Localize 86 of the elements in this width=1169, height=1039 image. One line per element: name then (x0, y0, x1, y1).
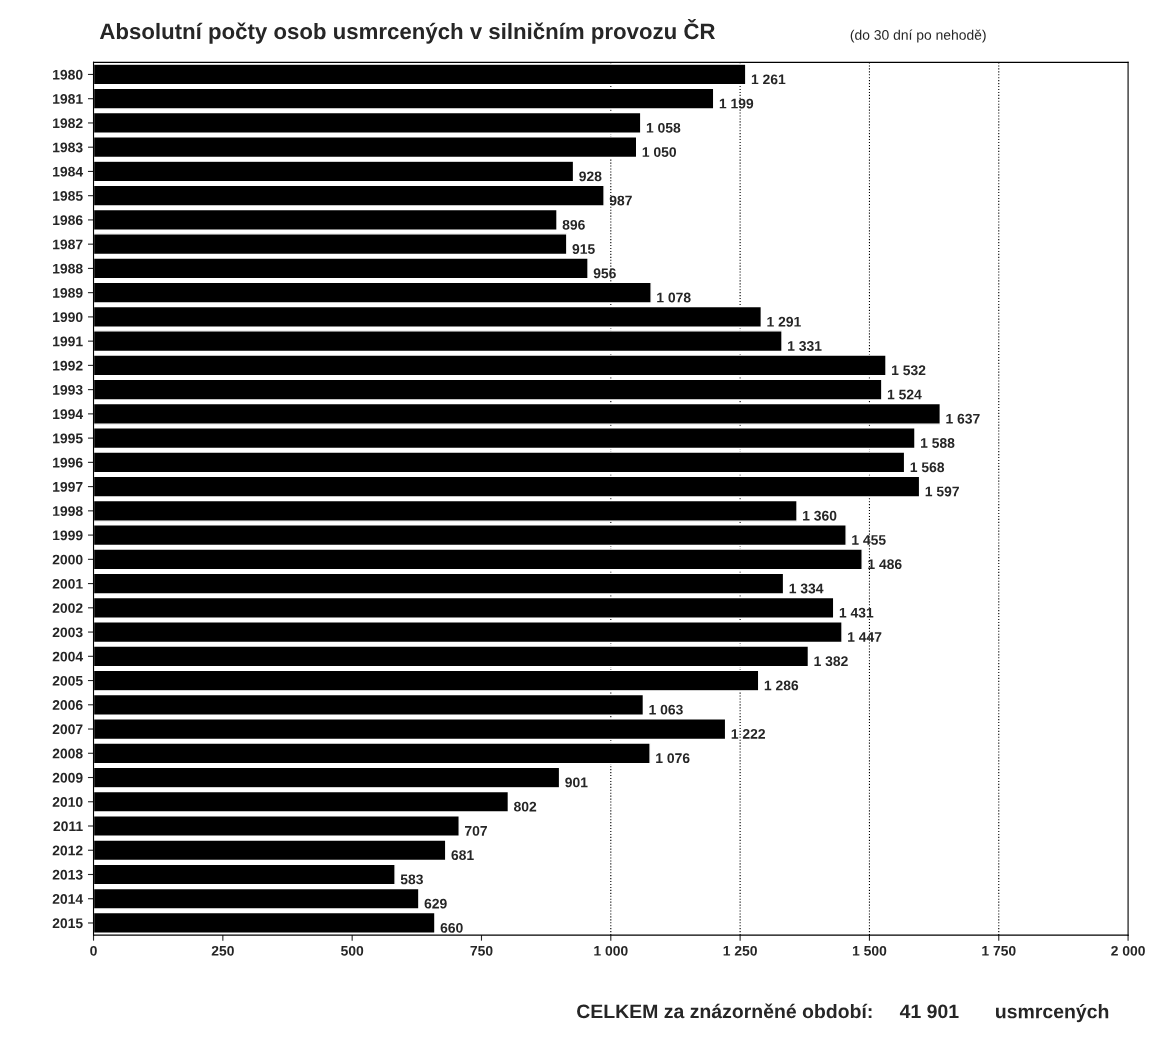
data-label: 1 222 (731, 728, 766, 739)
data-label: 1 455 (852, 535, 886, 545)
data-label: 956 (593, 268, 616, 279)
data-label: 915 (572, 244, 595, 254)
x-tick-label: 2 000 (1111, 945, 1145, 956)
y-tick-label: 1993 (53, 384, 83, 395)
y-tick-label: 1988 (53, 263, 83, 274)
y-tick-label: 1992 (53, 360, 83, 371)
data-label: 1 334 (789, 583, 824, 594)
data-label: 681 (451, 850, 474, 861)
y-tick-label: 1989 (53, 287, 83, 298)
data-label: 1 532 (892, 365, 926, 376)
y-tick-label: 1986 (53, 215, 83, 226)
y-tick-label: 1982 (53, 118, 83, 129)
y-tick-label: 2001 (52, 578, 83, 589)
y-tick-label: 2006 (52, 700, 83, 710)
y-tick-label: 2013 (52, 869, 83, 880)
y-tick-label: 2005 (52, 675, 83, 686)
data-label: 802 (513, 801, 537, 812)
y-tick-label: 1981 (53, 94, 83, 104)
y-tick-label: 1998 (53, 506, 83, 517)
x-tick-label: 1 500 (852, 945, 887, 956)
x-tick-label: 500 (341, 945, 364, 956)
data-label: 1 447 (848, 632, 882, 642)
y-tick-label: 1987 (53, 239, 83, 250)
text: usmrcených (996, 1003, 1109, 1023)
y-tick-label: 2004 (52, 651, 84, 662)
data-label: 1 588 (921, 438, 955, 448)
data-label: 1 431 (839, 607, 874, 618)
data-label: 1 063 (649, 704, 683, 715)
y-tick-label: 2009 (52, 772, 83, 783)
y-tick-label: 2003 (52, 627, 83, 638)
data-label: 928 (579, 171, 602, 182)
y-tick-label: 2015 (52, 918, 83, 929)
data-label: 1 286 (764, 680, 799, 691)
data-label: 1 637 (946, 413, 980, 424)
y-tick-label: 1995 (53, 433, 83, 444)
y-tick-label: 2002 (52, 603, 83, 613)
y-tick-label: 2010 (52, 797, 83, 807)
chart-subtitle: (do 30 dní po nehodě) (850, 29, 986, 43)
y-tick-label: 1990 (53, 312, 83, 323)
x-tick-label: 1 000 (594, 945, 628, 956)
data-label: 1 078 (657, 292, 691, 303)
data-label: 583 (400, 874, 423, 885)
y-tick-label: 1997 (53, 481, 83, 492)
y-tick-label: 1983 (53, 142, 83, 153)
y-tick-label: 1994 (53, 409, 84, 420)
data-label: 1 360 (803, 510, 837, 521)
data-label: 1 597 (925, 486, 959, 497)
data-label: 1 568 (910, 462, 945, 473)
data-label: 1 524 (887, 389, 922, 400)
x-tick-label: 250 (211, 945, 234, 956)
data-label: 1 050 (642, 147, 677, 157)
y-tick-label: 1991 (53, 336, 83, 347)
x-tick-label: 1 250 (723, 945, 757, 956)
y-tick-label: 1999 (53, 530, 83, 541)
data-label: 1 291 (767, 316, 801, 327)
data-label: 987 (609, 195, 632, 206)
data-label: 1 076 (656, 753, 690, 764)
y-tick-label: 1985 (53, 191, 83, 201)
data-label: 896 (562, 219, 585, 230)
text: 41 901 (899, 1004, 959, 1019)
x-tick-label: 0 (90, 945, 97, 956)
data-label: 1 199 (719, 98, 754, 109)
chart-title: Absolutní počty osob usmrcených v silničním provozu ČR (99, 19, 716, 44)
y-tick-label: 2014 (52, 894, 84, 904)
y-tick-label: 2007 (52, 724, 83, 735)
data-label: 901 (565, 777, 588, 788)
data-label: 1 331 (788, 341, 822, 351)
x-tick-label: 750 (470, 945, 493, 956)
data-label: 1 261 (751, 74, 786, 85)
data-label: 1 382 (814, 656, 848, 667)
y-tick-label: 2011 (53, 821, 83, 832)
y-tick-label: 1996 (53, 457, 83, 468)
y-tick-label: 2012 (52, 845, 83, 856)
y-tick-label: 1980 (53, 69, 83, 80)
data-label: 629 (424, 898, 447, 909)
y-tick-label: 2000 (52, 554, 83, 565)
data-label: 707 (465, 825, 487, 836)
text: CELKEM za znázorněné období: (577, 1003, 872, 1019)
data-label: 660 (440, 922, 463, 933)
x-tick-label: 1 750 (982, 945, 1016, 956)
y-tick-label: 2008 (52, 748, 83, 759)
data-label: 1 486 (868, 559, 902, 570)
data-label: 1 058 (646, 122, 681, 133)
y-tick-label: 1984 (53, 166, 84, 177)
